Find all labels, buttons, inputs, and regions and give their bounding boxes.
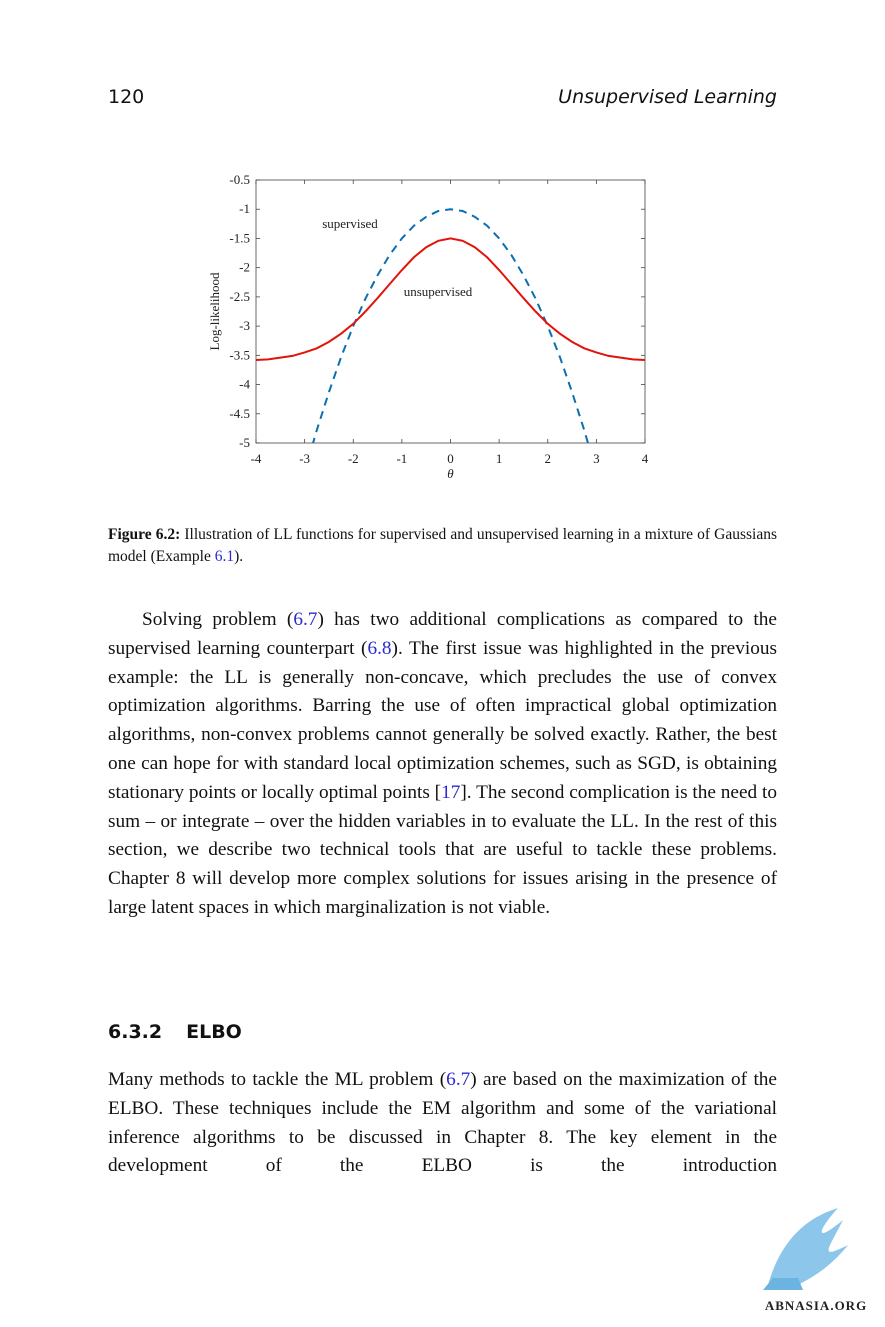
x-tick-label: 4 xyxy=(642,451,649,466)
watermark-logo xyxy=(768,1208,848,1290)
text: ). The first issue was highlighted in th… xyxy=(108,637,778,803)
section-title: ELBO xyxy=(186,1021,242,1043)
watermark-logo xyxy=(763,1278,803,1290)
text: Solving problem ( xyxy=(142,609,294,630)
section-number: 6.3.2 xyxy=(108,1021,163,1043)
series-label: supervised xyxy=(322,216,378,231)
cross-reference[interactable]: 17 xyxy=(441,781,461,803)
y-tick-label: -1 xyxy=(239,201,250,216)
text: ). xyxy=(234,548,244,565)
x-tick-label: 0 xyxy=(447,451,454,466)
y-tick-label: -1.5 xyxy=(229,230,250,245)
paragraph: Many methods to tackle the ML problem (6… xyxy=(108,1066,777,1181)
cross-reference[interactable]: 6.8 xyxy=(367,637,392,659)
y-tick-label: -4 xyxy=(239,377,250,392)
y-axis-label: Log-likelihood xyxy=(207,272,222,350)
cross-reference[interactable]: 6.7 xyxy=(446,1069,471,1090)
y-tick-label: -2.5 xyxy=(229,289,250,304)
x-tick-label: 3 xyxy=(593,451,600,466)
text: ) has two additional complications as co… xyxy=(108,609,777,659)
y-tick-label: -3.5 xyxy=(229,347,250,362)
running-title: Unsupervised Learning xyxy=(558,86,777,108)
watermark-text: ABNASIA.ORG xyxy=(765,1298,867,1313)
text: Many methods to tackle the ML problem ( xyxy=(108,1069,447,1090)
paragraph: Solving problem (6.7) has two additional… xyxy=(108,606,777,923)
caption-label: Figure 6.2: xyxy=(108,526,181,543)
y-tick-label: -4.5 xyxy=(229,406,250,421)
caption-text: Illustration of LL functions for supervi… xyxy=(108,526,777,565)
figure-caption: Figure 6.2: Illustration of LL functions… xyxy=(108,524,777,568)
page-number: 120 xyxy=(108,86,145,108)
text: ) are based on the maximization of the E… xyxy=(108,1069,777,1177)
y-tick-label: -2 xyxy=(239,260,250,275)
x-tick-label: -2 xyxy=(348,451,359,466)
watermark: ABNASIA.ORG xyxy=(763,1208,867,1313)
x-tick-label: 2 xyxy=(545,451,552,466)
x-axis-label: θ xyxy=(447,466,454,481)
y-tick-label: -0.5 xyxy=(229,172,250,187)
line-series xyxy=(312,208,589,443)
x-tick-label: 1 xyxy=(496,451,503,466)
series-label: unsupervised xyxy=(404,284,473,299)
text: ]. The second complication is the need t… xyxy=(108,781,777,918)
x-tick-label: -1 xyxy=(396,451,407,466)
line-series xyxy=(256,237,645,362)
curves xyxy=(256,208,645,443)
y-tick-label: -5 xyxy=(239,435,250,450)
x-tick-label: -3 xyxy=(299,451,310,466)
y-tick-label: -3 xyxy=(239,318,250,333)
text: Illustration of LL functions for supervi… xyxy=(108,526,777,565)
chart: θ Log-likelihood -4 -3 -2 -1 0 1 2 3 4 -5 -4.5 -4 -3… xyxy=(207,172,649,481)
section-heading: 6.3.2 ELBO xyxy=(108,1021,242,1043)
cross-reference[interactable]: 6.1 xyxy=(214,548,235,565)
plot-frame xyxy=(255,179,646,444)
cross-reference[interactable]: 6.7 xyxy=(293,609,318,630)
x-tick-label: -4 xyxy=(251,451,262,466)
